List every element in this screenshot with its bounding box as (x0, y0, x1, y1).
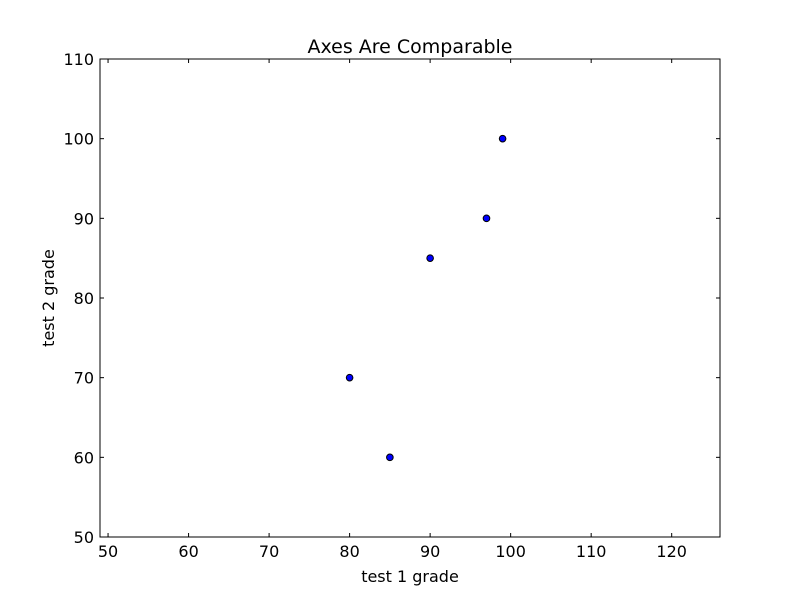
data-point (426, 254, 434, 262)
y-tick-label: 60 (74, 448, 94, 467)
x-tick-label: 80 (339, 542, 359, 561)
data-point (345, 373, 354, 382)
data-point (386, 453, 394, 462)
y-tick-label: 50 (74, 528, 94, 547)
x-axis-label: test 1 grade (361, 567, 459, 586)
data-points (345, 134, 507, 462)
y-tick-label: 70 (74, 369, 94, 388)
y-axis-label: test 2 grade (39, 249, 58, 347)
x-tick-label: 100 (495, 542, 526, 561)
x-tick-label: 60 (178, 542, 198, 561)
y-tick-label: 110 (63, 50, 94, 69)
x-tick-label: 120 (656, 542, 687, 561)
plot-frame (99, 58, 721, 538)
y-tick-label: 100 (63, 130, 94, 149)
y-tick-label: 80 (74, 289, 94, 308)
x-tick-label: 110 (576, 542, 607, 561)
data-point (498, 134, 507, 143)
chart-title: Axes Are Comparable (308, 36, 513, 58)
x-tick-label: 90 (420, 542, 440, 561)
y-tick-label: 90 (74, 209, 94, 228)
axis-ticks: 50 60 70 80 90 100 110 120 50 60 70 80 90 100 110 (63, 50, 720, 561)
data-point (482, 214, 491, 223)
x-tick-label: 50 (98, 542, 118, 561)
x-tick-label: 70 (259, 542, 279, 561)
